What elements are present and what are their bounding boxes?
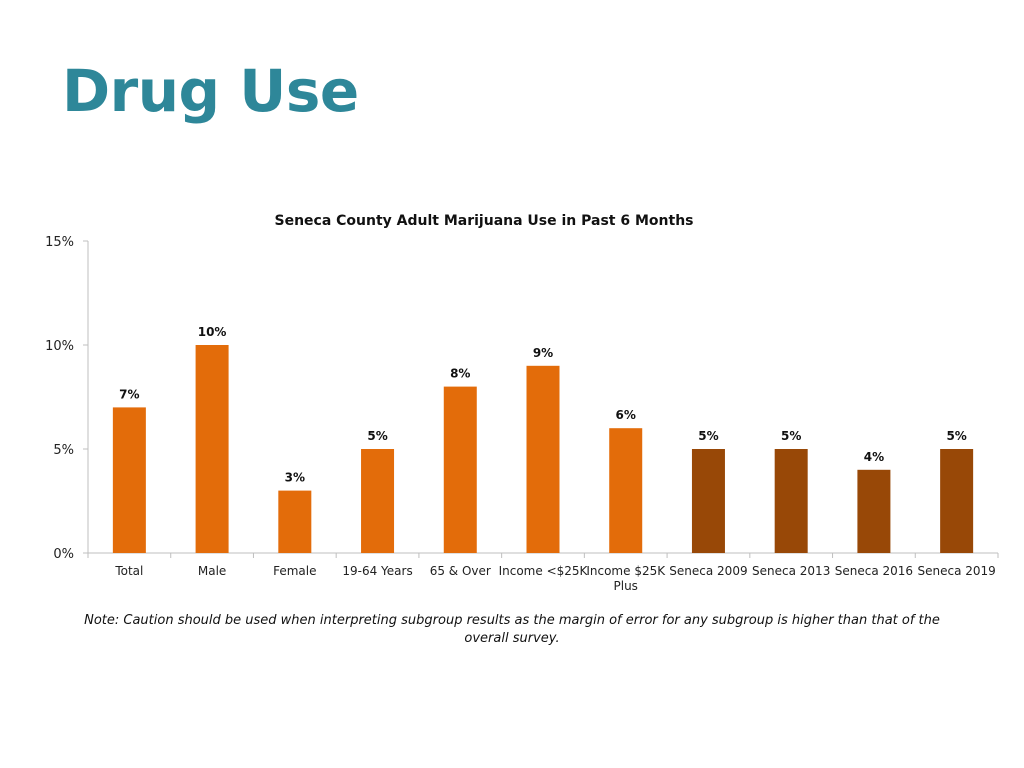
- x-category-label: Plus: [614, 579, 638, 593]
- data-label: 5%: [781, 429, 801, 443]
- bar-chart: Seneca County Adult Marijuana Use in Pas…: [45, 213, 999, 593]
- data-label: 5%: [367, 429, 387, 443]
- bar: [195, 345, 229, 553]
- data-label: 9%: [533, 346, 553, 360]
- x-category-label: Total: [114, 564, 143, 578]
- bar: [774, 449, 808, 553]
- x-category-label: Seneca 2016: [835, 564, 913, 578]
- chart-title: Seneca County Adult Marijuana Use in Pas…: [274, 213, 693, 229]
- bar: [609, 428, 643, 553]
- bar: [691, 449, 725, 553]
- data-label: 5%: [946, 429, 966, 443]
- x-category-label: 65 & Over: [430, 564, 491, 578]
- bar: [443, 386, 477, 553]
- footnote: Note: Caution should be used when interp…: [84, 613, 940, 646]
- data-label: 6%: [616, 408, 636, 422]
- x-category-label: Income $25K: [586, 564, 666, 578]
- bar: [361, 449, 395, 553]
- bar: [526, 365, 560, 553]
- y-tick-label: 10%: [45, 339, 74, 354]
- x-category-label: Seneca 2009: [669, 564, 747, 578]
- data-label: 7%: [119, 387, 139, 401]
- bar: [940, 449, 974, 553]
- bar: [857, 469, 891, 553]
- y-tick-label: 5%: [53, 443, 74, 458]
- x-category-label: Income <$25K: [499, 564, 589, 578]
- data-label: 8%: [450, 367, 470, 381]
- data-label: 5%: [698, 429, 718, 443]
- x-category-label: Seneca 2013: [752, 564, 830, 578]
- data-label: 10%: [198, 325, 227, 339]
- data-label: 4%: [864, 450, 884, 464]
- x-category-label: Female: [273, 564, 316, 578]
- chart-bars: [112, 345, 974, 553]
- x-category-label: 19-64 Years: [342, 564, 412, 578]
- bar: [112, 407, 146, 553]
- y-tick-label: 15%: [45, 235, 74, 250]
- y-tick-label: 0%: [53, 547, 74, 562]
- slide-title: Drug Use: [62, 57, 359, 125]
- x-category-label: Seneca 2019: [917, 564, 995, 578]
- chart-labels: 7% Total 10% Male 3% Female 5% 19-64 Years 8% 65 …: [114, 325, 995, 593]
- data-label: 3%: [285, 471, 305, 485]
- bar: [278, 490, 312, 553]
- x-category-label: Male: [198, 564, 226, 578]
- chart-axes: 0% 5% 10% 15%: [45, 235, 999, 562]
